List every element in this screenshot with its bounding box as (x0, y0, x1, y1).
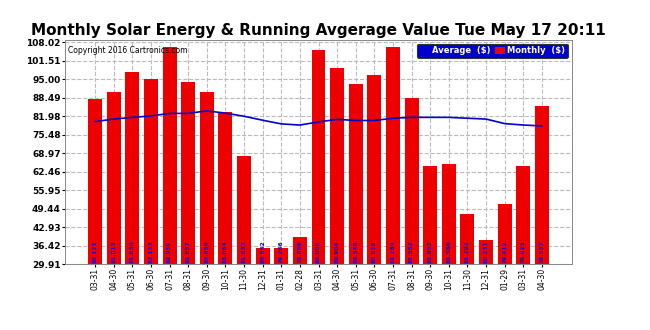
Bar (367, 75, 382, 264)
Text: 80.121: 80.121 (92, 240, 98, 263)
Text: 80.008: 80.008 (316, 240, 321, 263)
Text: 81.837: 81.837 (242, 240, 246, 263)
Bar (535, 106, 549, 264)
Bar (237, 156, 251, 264)
Bar (442, 164, 456, 264)
Text: 80.529: 80.529 (372, 240, 377, 263)
Bar (330, 68, 344, 264)
Bar (405, 98, 419, 264)
Text: 78.923: 78.923 (521, 240, 526, 263)
Text: 83.064: 83.064 (223, 240, 228, 263)
Text: 83.956: 83.956 (204, 240, 209, 263)
Bar (162, 47, 177, 264)
Legend: Average  ($), Monthly  ($): Average ($), Monthly ($) (417, 44, 568, 58)
Bar (107, 92, 121, 264)
Bar (516, 166, 530, 264)
Bar (293, 237, 307, 264)
Text: Copyright 2016 Cartronics.com: Copyright 2016 Cartronics.com (68, 46, 187, 55)
Text: 78.866: 78.866 (298, 240, 302, 263)
Bar (125, 72, 139, 264)
Text: 80.548: 80.548 (353, 240, 358, 263)
Bar (274, 248, 288, 264)
Text: 80.906: 80.906 (335, 240, 339, 263)
Text: 81.015: 81.015 (111, 240, 116, 263)
Bar (218, 112, 232, 264)
Text: 83.037: 83.037 (186, 240, 190, 263)
Text: 82.133: 82.133 (148, 240, 153, 263)
Text: 81.284: 81.284 (391, 240, 395, 263)
Bar (349, 83, 363, 264)
Bar (181, 82, 195, 264)
Bar (144, 80, 158, 264)
Text: 81.580: 81.580 (447, 240, 451, 263)
Text: 81.952: 81.952 (428, 240, 433, 263)
Text: 78.537: 78.537 (540, 240, 545, 263)
Bar (200, 92, 214, 264)
Text: 79.266: 79.266 (279, 240, 284, 263)
Text: 60.231: 60.231 (484, 240, 489, 263)
Bar (498, 204, 512, 264)
Text: 79.412: 79.412 (502, 240, 507, 263)
Text: 81.630: 81.630 (130, 240, 135, 263)
Bar (423, 166, 437, 264)
Text: 81.552: 81.552 (409, 240, 414, 263)
Bar (311, 50, 326, 264)
Bar (460, 214, 474, 264)
Text: 81.292: 81.292 (465, 240, 470, 263)
Text: 80.562: 80.562 (260, 240, 265, 263)
Bar (255, 248, 270, 264)
Title: Monthly Solar Energy & Running Avgerage Value Tue May 17 20:11: Monthly Solar Energy & Running Avgerage … (31, 23, 606, 38)
Bar (88, 99, 102, 264)
Bar (386, 47, 400, 264)
Bar (479, 240, 493, 264)
Text: 82.959: 82.959 (167, 240, 172, 263)
